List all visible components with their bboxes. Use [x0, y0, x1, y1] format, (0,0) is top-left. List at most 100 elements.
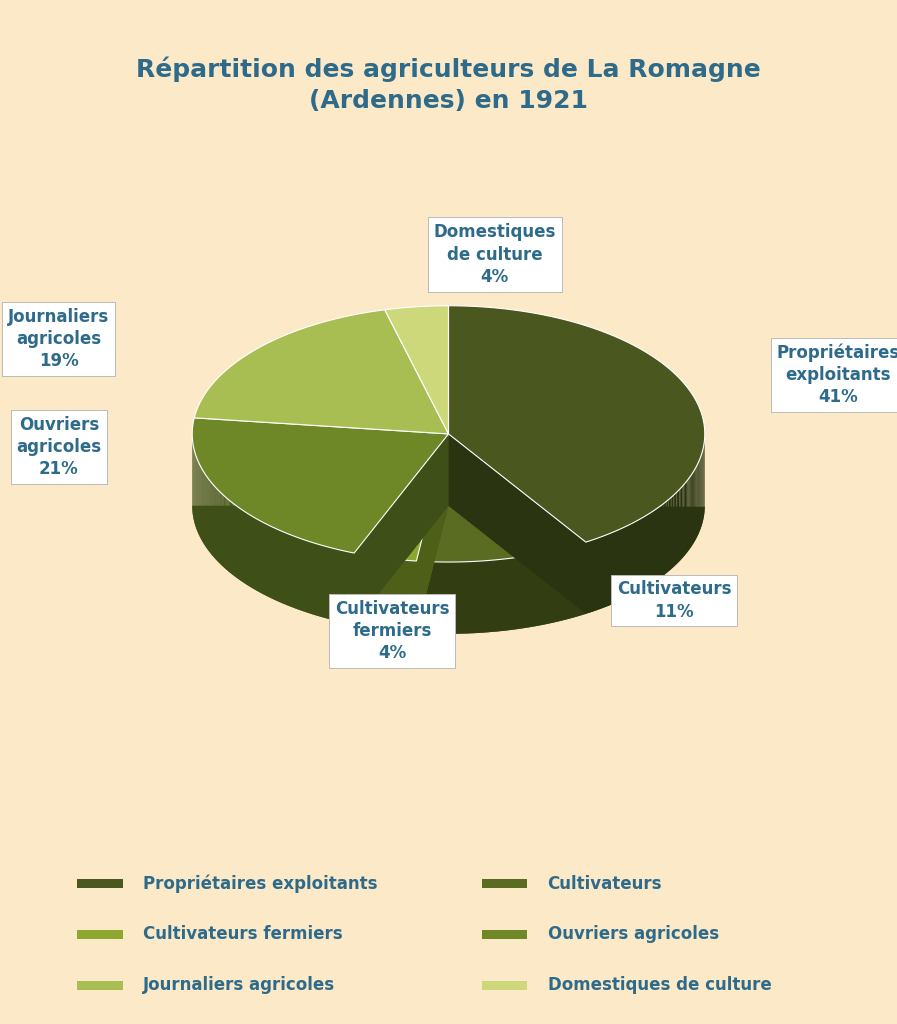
Polygon shape	[344, 551, 346, 624]
Polygon shape	[350, 552, 351, 625]
Polygon shape	[353, 553, 354, 625]
Text: Propriétaires
exploitants
41%: Propriétaires exploitants 41%	[777, 343, 897, 407]
Polygon shape	[354, 434, 448, 625]
Polygon shape	[674, 494, 675, 567]
Polygon shape	[272, 526, 273, 599]
Polygon shape	[298, 538, 299, 609]
Text: Ouvriers agricoles: Ouvriers agricoles	[547, 926, 718, 943]
Polygon shape	[334, 549, 335, 621]
Polygon shape	[679, 488, 681, 561]
Polygon shape	[597, 538, 599, 610]
Polygon shape	[646, 515, 648, 588]
Polygon shape	[331, 548, 333, 620]
Polygon shape	[254, 517, 256, 590]
Polygon shape	[320, 545, 322, 617]
Polygon shape	[681, 486, 683, 560]
Polygon shape	[281, 530, 282, 603]
Polygon shape	[234, 504, 235, 577]
Polygon shape	[651, 511, 654, 584]
FancyBboxPatch shape	[482, 930, 527, 939]
Polygon shape	[232, 503, 233, 574]
Polygon shape	[257, 519, 258, 592]
Text: Journaliers agricoles: Journaliers agricoles	[144, 976, 335, 994]
Polygon shape	[610, 532, 613, 605]
Polygon shape	[239, 508, 240, 581]
Polygon shape	[292, 536, 293, 608]
Polygon shape	[416, 506, 586, 634]
Polygon shape	[691, 474, 692, 548]
Polygon shape	[630, 523, 632, 596]
Polygon shape	[351, 552, 353, 625]
Polygon shape	[625, 525, 627, 599]
Polygon shape	[273, 527, 274, 600]
Polygon shape	[658, 507, 659, 580]
Polygon shape	[684, 483, 685, 557]
Polygon shape	[296, 537, 298, 609]
Polygon shape	[252, 516, 253, 589]
Polygon shape	[416, 434, 448, 633]
Polygon shape	[613, 531, 615, 604]
Polygon shape	[675, 493, 676, 565]
Polygon shape	[295, 537, 296, 609]
Polygon shape	[690, 476, 691, 549]
Polygon shape	[620, 528, 623, 601]
Polygon shape	[448, 306, 705, 542]
Polygon shape	[678, 489, 679, 563]
Polygon shape	[695, 468, 696, 541]
Polygon shape	[448, 434, 586, 613]
Text: Cultivateurs fermiers: Cultivateurs fermiers	[144, 926, 343, 943]
Polygon shape	[668, 499, 670, 571]
Polygon shape	[588, 541, 591, 613]
Polygon shape	[683, 485, 684, 558]
Polygon shape	[309, 542, 310, 613]
Polygon shape	[637, 520, 639, 593]
Polygon shape	[591, 540, 594, 612]
Polygon shape	[288, 534, 290, 606]
Polygon shape	[275, 528, 276, 601]
Polygon shape	[300, 539, 302, 610]
Polygon shape	[627, 524, 630, 597]
Polygon shape	[648, 513, 649, 587]
Polygon shape	[322, 546, 324, 617]
Text: Cultivateurs: Cultivateurs	[547, 874, 662, 893]
Polygon shape	[285, 532, 287, 605]
Polygon shape	[261, 521, 262, 594]
Polygon shape	[663, 503, 665, 575]
Polygon shape	[416, 434, 448, 633]
Polygon shape	[325, 546, 327, 618]
Polygon shape	[385, 306, 448, 434]
Polygon shape	[686, 480, 687, 554]
Text: Domestiques
de culture
4%: Domestiques de culture 4%	[433, 223, 556, 286]
Polygon shape	[238, 507, 239, 580]
Polygon shape	[248, 514, 249, 587]
Polygon shape	[689, 477, 690, 551]
Polygon shape	[615, 530, 618, 603]
Polygon shape	[354, 506, 448, 633]
Text: Domestiques de culture: Domestiques de culture	[547, 976, 771, 994]
Polygon shape	[246, 512, 247, 585]
Polygon shape	[316, 544, 318, 615]
Polygon shape	[346, 551, 348, 624]
Polygon shape	[632, 522, 634, 595]
Polygon shape	[269, 525, 270, 598]
Polygon shape	[318, 544, 319, 616]
Polygon shape	[242, 510, 243, 583]
Polygon shape	[256, 518, 257, 591]
Polygon shape	[302, 539, 303, 611]
Polygon shape	[594, 539, 597, 611]
Polygon shape	[284, 532, 285, 604]
Polygon shape	[235, 505, 236, 577]
Polygon shape	[665, 501, 666, 574]
Text: Journaliers
agricoles
19%: Journaliers agricoles 19%	[8, 308, 109, 371]
Polygon shape	[333, 548, 334, 621]
Polygon shape	[263, 522, 265, 595]
Polygon shape	[694, 469, 695, 543]
Polygon shape	[237, 506, 238, 579]
Polygon shape	[312, 543, 313, 614]
Polygon shape	[279, 530, 281, 602]
Polygon shape	[666, 500, 668, 572]
Polygon shape	[338, 550, 340, 622]
Polygon shape	[287, 534, 288, 605]
Text: Répartition des agriculteurs de La Romagne
(Ardennes) en 1921: Répartition des agriculteurs de La Romag…	[136, 56, 761, 114]
Polygon shape	[586, 542, 588, 613]
